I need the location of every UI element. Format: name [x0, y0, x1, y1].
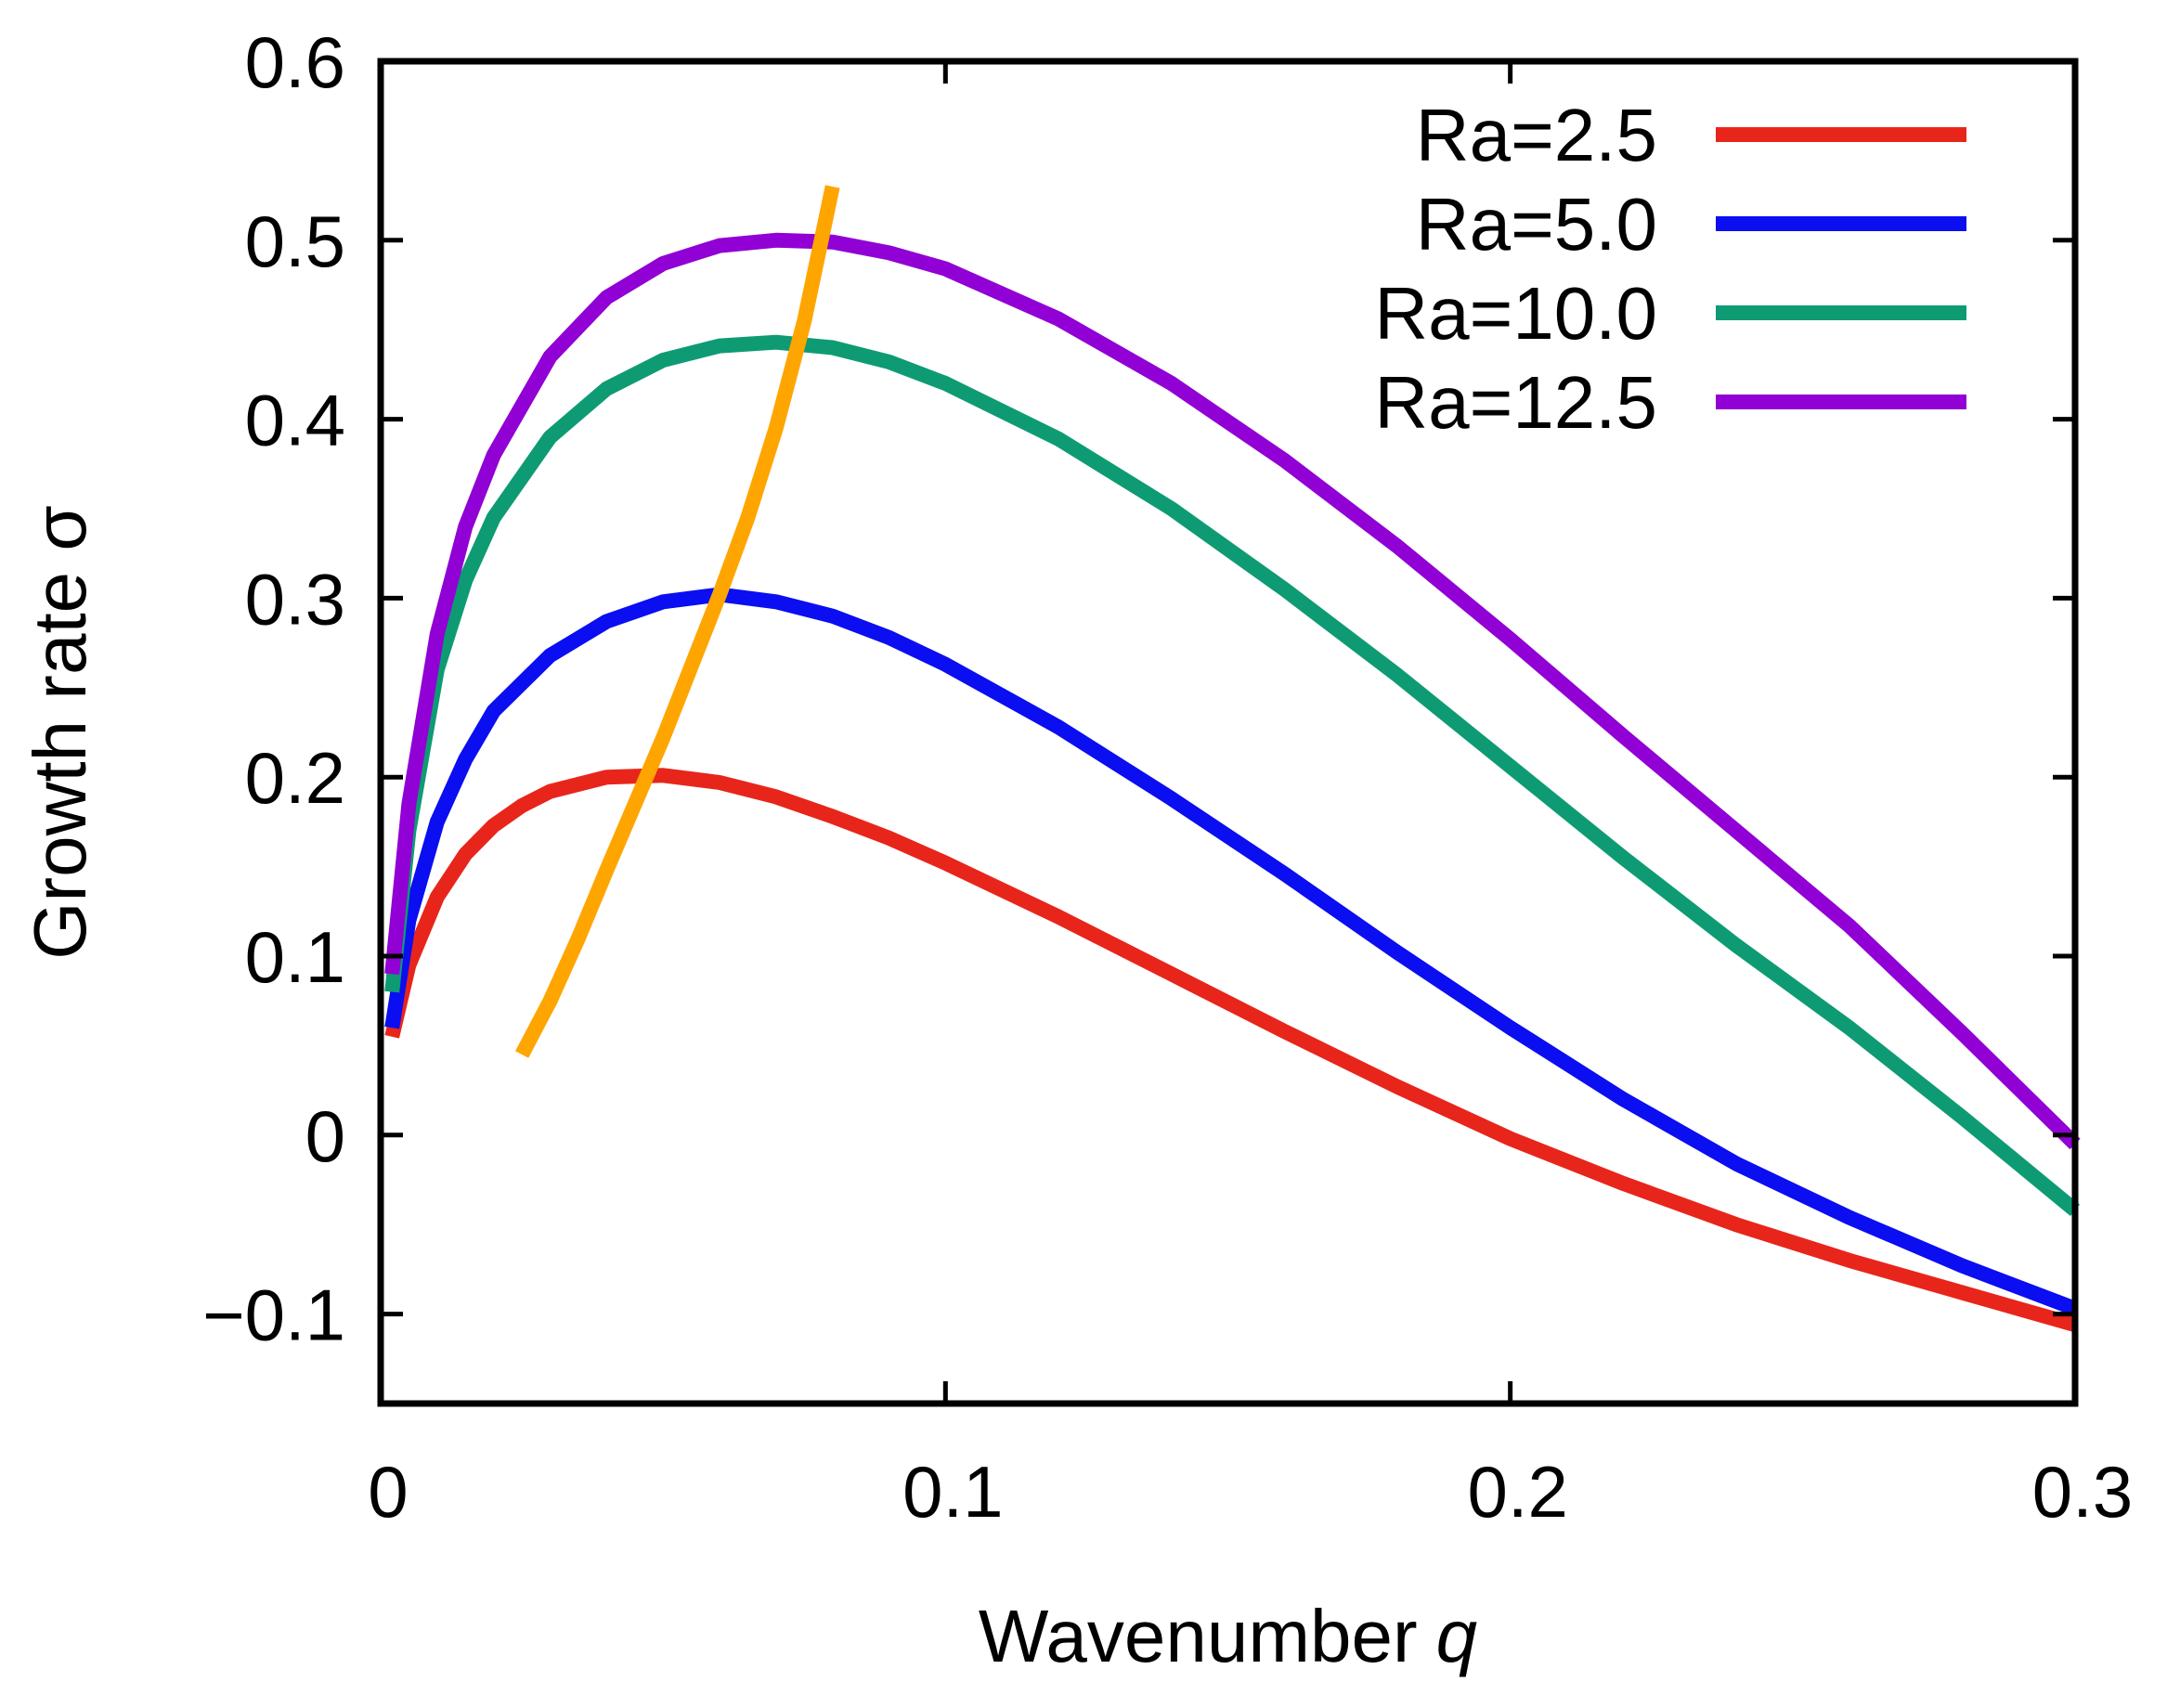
series-layer — [384, 185, 2081, 1332]
series-line-ra-12-5 — [384, 232, 2081, 1150]
x-tick-label: 0 — [368, 1451, 408, 1533]
legend-label: Ra=10.0 — [1374, 272, 1657, 355]
series-line-ra-10-0 — [384, 334, 2081, 1216]
y-tick-label: 0.5 — [245, 201, 345, 282]
x-tick-label: 0.3 — [2032, 1451, 2133, 1533]
x-axis-label: Wavenumber q — [979, 1595, 1477, 1677]
y-tick-label: −0.1 — [202, 1275, 345, 1356]
plot-frame — [377, 58, 2079, 1407]
series-line-ra-5-0 — [384, 587, 2078, 1316]
y-tick-label: 0 — [305, 1095, 345, 1177]
series-line-maximum-curve — [515, 185, 840, 1058]
y-tick-label: 0.3 — [245, 558, 345, 640]
y-tick-label: 0.6 — [245, 21, 345, 103]
legend-label: Ra=2.5 — [1416, 94, 1657, 176]
x-tick-label: 0.2 — [1467, 1451, 1567, 1533]
x-axis-label-text: Wavenumber — [979, 1595, 1418, 1677]
legend: Ra=2.5Ra=5.0Ra=10.0Ra=12.5 — [1374, 94, 1966, 444]
ticks-layer: −0.1 0 0.1 0.2 0.3 0.4 0.5 0.6 0 0.1 0.2 0.3 — [202, 21, 2133, 1533]
x-axis-label-variable: q — [1436, 1595, 1478, 1677]
x-tick-label: 0.1 — [902, 1451, 1003, 1533]
series-line-ra-2-5 — [384, 768, 2078, 1332]
y-tick-label: 0.4 — [245, 380, 345, 461]
y-axis-label: Growth rate σ — [19, 505, 101, 960]
legend-label: Ra=5.0 — [1416, 183, 1657, 265]
legend-label: Ra=12.5 — [1374, 361, 1657, 444]
y-tick-label: 0.1 — [245, 916, 345, 998]
y-tick-label: 0.2 — [245, 737, 345, 819]
